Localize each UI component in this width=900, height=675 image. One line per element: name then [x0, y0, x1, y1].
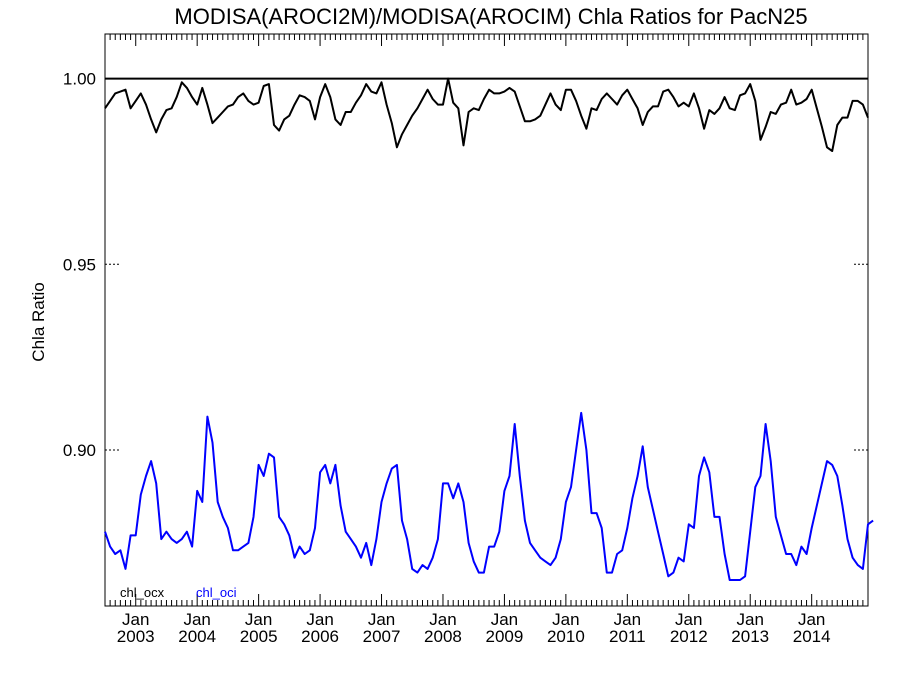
x-tick-year-label: 2013 [731, 627, 769, 646]
x-tick-year-label: 2011 [609, 627, 646, 646]
x-tick-month-label: Jan [737, 610, 764, 629]
x-tick-year-label: 2008 [424, 627, 462, 646]
legend: chl_ocx chl_oci [120, 585, 237, 600]
x-tick-month-label: Jan [429, 610, 456, 629]
x-tick-year-label: 2012 [670, 627, 708, 646]
axes: 0.900.951.00Jan2003Jan2004Jan2005Jan2006… [63, 34, 869, 646]
y-tick-label: 0.95 [63, 255, 96, 274]
series-layer [104, 77, 874, 581]
x-tick-year-label: 2014 [793, 627, 831, 646]
x-tick-year-label: 2004 [178, 627, 216, 646]
x-tick-year-label: 2003 [117, 627, 155, 646]
chart-title: MODISA(AROCI2M)/MODISA(AROCIM) Chla Rati… [174, 4, 807, 29]
plot-frame [104, 33, 869, 607]
x-tick-year-label: 2009 [486, 627, 524, 646]
x-tick-month-label: Jan [368, 610, 395, 629]
x-tick-month-label: Jan [675, 610, 702, 629]
y-axis-label: Chla Ratio [29, 282, 48, 361]
x-tick-month-label: Jan [245, 610, 272, 629]
y-tick-label: 1.00 [63, 70, 96, 89]
x-tick-month-label: Jan [798, 610, 825, 629]
series-line-chl-oci [104, 411, 874, 581]
y-tick-label: 0.90 [63, 441, 96, 460]
x-tick-year-label: 2007 [363, 627, 401, 646]
x-tick-month-label: Jan [552, 610, 579, 629]
x-tick-month-label: Jan [491, 610, 518, 629]
x-tick-year-label: 2005 [240, 627, 278, 646]
x-tick-month-label: Jan [614, 610, 641, 629]
x-tick-year-label: 2006 [301, 627, 339, 646]
series-line-chl-ocx [104, 77, 869, 152]
x-tick-month-label: Jan [306, 610, 333, 629]
legend-entry-chl-oci: chl_oci [196, 585, 237, 600]
x-tick-year-label: 2010 [547, 627, 585, 646]
x-tick-month-label: Jan [122, 610, 149, 629]
legend-entry-chl-ocx: chl_ocx [120, 585, 165, 600]
x-tick-month-label: Jan [183, 610, 210, 629]
